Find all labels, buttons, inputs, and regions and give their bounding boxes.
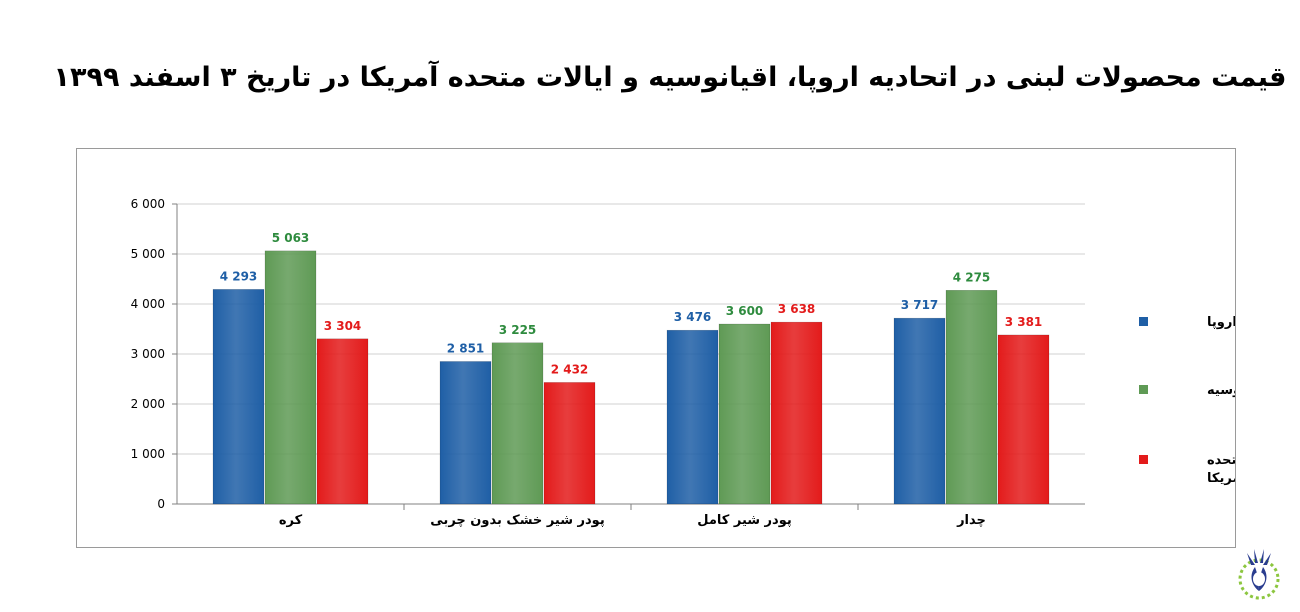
data-label: 4 275 [953, 270, 991, 284]
bar [770, 321, 823, 505]
category-label: پودر شیر خشک بدون چربی [430, 513, 604, 528]
category-label: پودر شیر کامل [697, 513, 792, 528]
data-label: 3 600 [726, 304, 764, 318]
legend-label: اقیانوسیه [1207, 383, 1235, 398]
legend-label: ایالات متحده [1207, 453, 1235, 468]
y-tick-label: 5 000 [131, 247, 165, 261]
y-tick-label: 2 000 [131, 397, 165, 411]
data-label: 3 717 [901, 298, 939, 312]
bar [264, 250, 317, 505]
logo-icon [1238, 549, 1280, 600]
bar [718, 323, 771, 505]
legend-swatch [1139, 385, 1148, 394]
data-label: 2 851 [447, 341, 485, 355]
y-tick-label: 6 000 [131, 197, 165, 211]
data-label: 3 476 [674, 310, 712, 324]
legend-label: آمریکا [1207, 469, 1235, 486]
y-tick-label: 4 000 [131, 297, 165, 311]
bar [543, 382, 596, 505]
category-label: چدار [956, 513, 986, 528]
bar [439, 361, 492, 505]
data-label: 3 225 [499, 323, 537, 337]
y-tick-label: 0 [157, 497, 165, 511]
data-label: 3 381 [1005, 315, 1043, 329]
bar [945, 290, 998, 505]
bar [893, 317, 946, 505]
data-label: 5 063 [272, 231, 310, 245]
bar [212, 289, 265, 505]
data-label: 3 304 [324, 319, 362, 333]
bar [491, 342, 544, 505]
category-label: کره [279, 513, 303, 528]
data-label: 3 638 [778, 302, 816, 316]
page-title: قیمت محصولات لبنی در اتحادیه اروپا، اقیا… [53, 62, 1287, 93]
chart-frame: 0 1 000 2 000 3 000 4 000 5 000 6 000 4 293 5 0… [76, 148, 1236, 548]
legend-swatch [1139, 455, 1148, 464]
legend-swatch [1139, 317, 1148, 326]
bar [666, 329, 719, 505]
data-label: 4 293 [220, 269, 258, 283]
bar [997, 334, 1050, 505]
data-label: 2 432 [551, 362, 589, 376]
bar [316, 338, 369, 505]
y-tick-label: 1 000 [131, 447, 165, 461]
bar-chart: 0 1 000 2 000 3 000 4 000 5 000 6 000 4 293 5 0… [131, 197, 1235, 528]
y-tick-label: 3 000 [131, 347, 165, 361]
legend-label: اتحادیه اروپا [1207, 315, 1235, 330]
